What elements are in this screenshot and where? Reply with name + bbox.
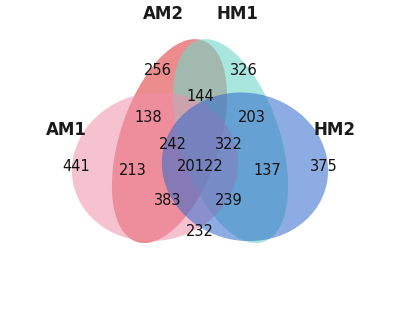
Text: 375: 375: [310, 159, 338, 174]
Text: 242: 242: [159, 137, 187, 152]
Text: 232: 232: [186, 224, 214, 239]
Text: 383: 383: [154, 193, 182, 208]
Text: 20122: 20122: [177, 159, 223, 174]
Text: 239: 239: [215, 193, 243, 208]
Text: HM2: HM2: [314, 121, 356, 139]
Text: AM2: AM2: [142, 5, 184, 23]
Text: 441: 441: [62, 159, 90, 174]
Ellipse shape: [72, 93, 238, 241]
Text: 137: 137: [254, 163, 281, 178]
Text: 256: 256: [144, 63, 172, 78]
Text: 326: 326: [230, 63, 257, 78]
Text: 203: 203: [238, 110, 265, 125]
Ellipse shape: [112, 39, 227, 243]
Text: 138: 138: [135, 110, 162, 125]
Text: HM1: HM1: [216, 5, 258, 23]
Ellipse shape: [162, 93, 328, 241]
Text: 322: 322: [215, 137, 243, 152]
Text: 213: 213: [119, 163, 146, 178]
Ellipse shape: [173, 39, 288, 243]
Text: 144: 144: [186, 89, 214, 104]
Text: AM1: AM1: [46, 121, 87, 139]
